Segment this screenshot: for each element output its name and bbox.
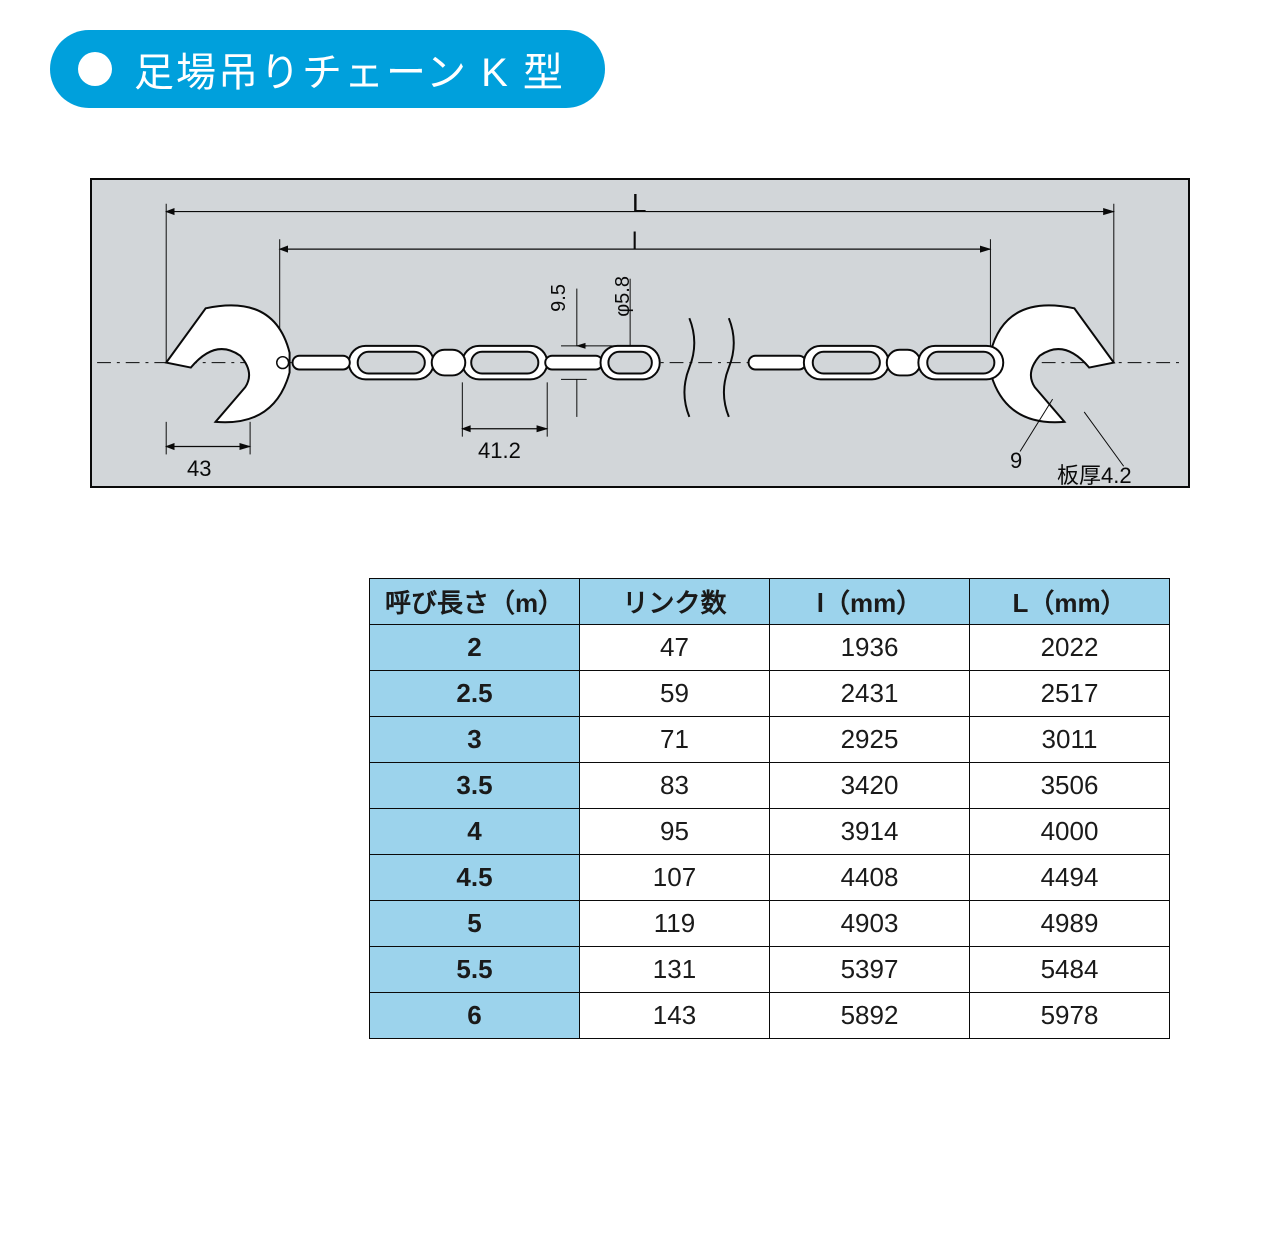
table-cell: 4903: [770, 901, 970, 947]
dim-link-height: 9.5: [548, 284, 571, 312]
table-row: 49539144000: [370, 809, 1170, 855]
table-row: 3.58334203506: [370, 763, 1170, 809]
table-cell: 83: [580, 763, 770, 809]
table-cell: 3420: [770, 763, 970, 809]
table-cell: 5484: [970, 947, 1170, 993]
table-cell: 4.5: [370, 855, 580, 901]
table-cell: 5397: [770, 947, 970, 993]
table-header-row: 呼び長さ（m） リンク数 l（mm） L（mm）: [370, 579, 1170, 625]
table-cell: 2.5: [370, 671, 580, 717]
table-cell: 4494: [970, 855, 1170, 901]
table-row: 511949034989: [370, 901, 1170, 947]
col-header-links: リンク数: [580, 579, 770, 625]
table-cell: 2: [370, 625, 580, 671]
table-row: 5.513153975484: [370, 947, 1170, 993]
chain-diagram-svg: [92, 180, 1188, 486]
dim-l-label: l: [632, 228, 637, 256]
table-cell: 4: [370, 809, 580, 855]
col-header-l: l（mm）: [770, 579, 970, 625]
table-cell: 4989: [970, 901, 1170, 947]
dim-hook-width: 43: [187, 456, 211, 482]
table-cell: 59: [580, 671, 770, 717]
table-row: 4.510744084494: [370, 855, 1170, 901]
table-row: 24719362022: [370, 625, 1170, 671]
spec-table: 呼び長さ（m） リンク数 l（mm） L（mm） 247193620222.55…: [369, 578, 1170, 1039]
table-cell: 3: [370, 717, 580, 763]
chain-diagram: L l 9.5 φ5.8 41.2 43 9 板厚4.2: [90, 178, 1190, 488]
table-cell: 143: [580, 993, 770, 1039]
bullet-icon: [78, 52, 112, 86]
table-cell: 119: [580, 901, 770, 947]
table-cell: 2022: [970, 625, 1170, 671]
table-cell: 5.5: [370, 947, 580, 993]
table-cell: 131: [580, 947, 770, 993]
table-cell: 71: [580, 717, 770, 763]
section-title-pill: 足場吊りチェーン K 型: [50, 30, 605, 108]
table-row: 2.55924312517: [370, 671, 1170, 717]
table-cell: 4408: [770, 855, 970, 901]
left-hook-icon: [166, 305, 289, 422]
table-cell: 5892: [770, 993, 970, 1039]
dim-link-pitch: 41.2: [478, 438, 521, 464]
table-cell: 2431: [770, 671, 970, 717]
table-cell: 107: [580, 855, 770, 901]
table-cell: 47: [580, 625, 770, 671]
table-cell: 2517: [970, 671, 1170, 717]
table-row: 37129253011: [370, 717, 1170, 763]
dim-hook-gap: 9: [1010, 448, 1022, 474]
table-cell: 2925: [770, 717, 970, 763]
table-cell: 3.5: [370, 763, 580, 809]
dim-link-dia: φ5.8: [612, 276, 635, 317]
table-cell: 95: [580, 809, 770, 855]
col-header-length: 呼び長さ（m）: [370, 579, 580, 625]
table-cell: 6: [370, 993, 580, 1039]
dim-plate-thickness: 板厚4.2: [1057, 458, 1132, 490]
table-row: 614358925978: [370, 993, 1170, 1039]
table-cell: 3914: [770, 809, 970, 855]
table-cell: 3506: [970, 763, 1170, 809]
chain-links: [293, 318, 1004, 417]
table-cell: 3011: [970, 717, 1170, 763]
table-cell: 5978: [970, 993, 1170, 1039]
table-cell: 5: [370, 901, 580, 947]
table-cell: 4000: [970, 809, 1170, 855]
col-header-L: L（mm）: [970, 579, 1170, 625]
table-cell: 1936: [770, 625, 970, 671]
section-title-text: 足場吊りチェーン K 型: [134, 40, 565, 98]
right-hook-icon: [990, 305, 1113, 422]
dim-L-label: L: [632, 188, 646, 219]
